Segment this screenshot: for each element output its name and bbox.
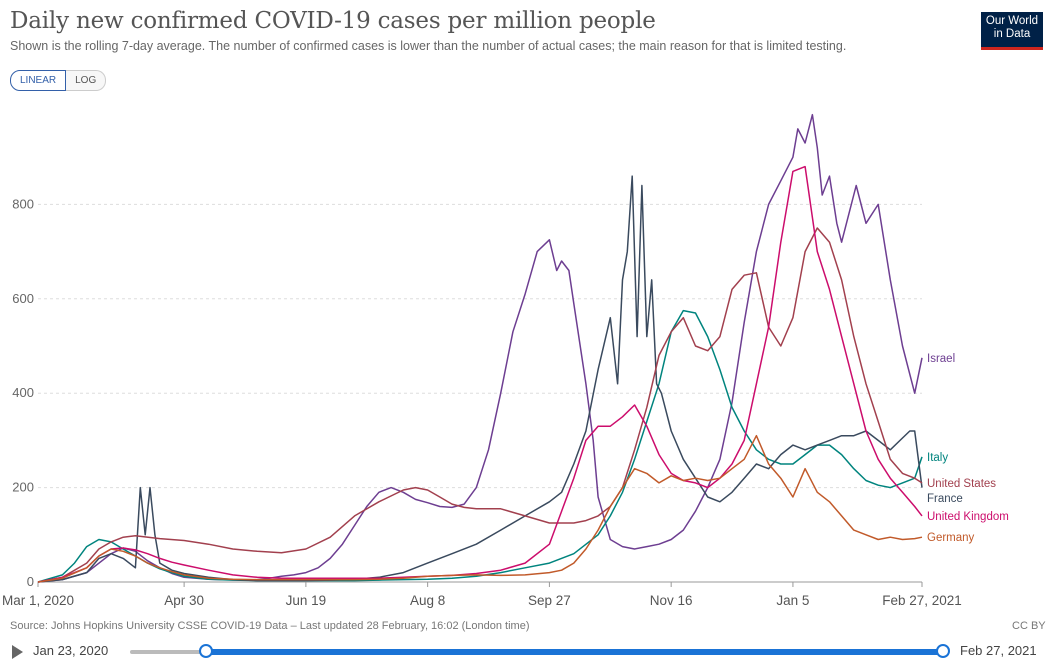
y-tick-label: 0 (27, 574, 34, 589)
series-label-france[interactable]: France (927, 493, 963, 505)
chart-subtitle: Shown is the rolling 7-day average. The … (10, 39, 847, 53)
series-label-united-states[interactable]: United States (927, 478, 996, 490)
timeline-start-handle[interactable] (199, 644, 213, 658)
y-tick-label: 400 (12, 385, 34, 400)
x-tick-label: Feb 27, 2021 (882, 593, 962, 608)
series-line-france[interactable] (37, 175, 923, 583)
timeline-selected-range[interactable] (206, 649, 944, 655)
line-chart: 0 200 400 600 800 Mar 1, 2020 Apr 30 Jun 19 Aug… (2, 113, 1009, 608)
source-note: Source: Johns Hopkins University CSSE CO… (10, 620, 530, 632)
series-label-italy[interactable]: Italy (927, 452, 948, 464)
series-lines (37, 113, 923, 583)
scale-toggle: LINEAR LOG (10, 70, 107, 91)
timeline-end-label: Feb 27, 2021 (960, 643, 1037, 658)
logo-accent-bar (981, 47, 1043, 50)
x-tick-label: Aug 8 (410, 593, 445, 608)
linear-scale-button[interactable]: LINEAR (10, 70, 67, 91)
series-label-israel[interactable]: Israel (927, 353, 955, 365)
timeline-end-handle[interactable] (936, 644, 950, 658)
play-icon[interactable] (12, 645, 23, 659)
logo-line-2: in Data (993, 28, 1031, 40)
license-link[interactable]: CC BY (1012, 620, 1046, 632)
y-tick-label: 800 (12, 196, 34, 211)
timeline-start-label: Jan 23, 2020 (33, 643, 109, 658)
log-scale-button[interactable]: LOG (66, 70, 107, 91)
x-tick-label: Jun 19 (286, 593, 327, 608)
x-axis: Mar 1, 2020 Apr 30 Jun 19 Aug 8 Sep 27 Nov 16… (2, 581, 962, 608)
grid-lines (38, 203, 922, 489)
series-line-united-kingdom[interactable] (37, 165, 923, 583)
x-tick-label: Mar 1, 2020 (2, 593, 74, 608)
series-line-germany[interactable] (37, 434, 923, 583)
chart-title: Daily new confirmed COVID-19 cases per m… (10, 8, 656, 34)
x-tick-label: Jan 5 (776, 593, 809, 608)
series-line-israel[interactable] (37, 113, 923, 583)
y-tick-label: 600 (12, 291, 34, 306)
series-line-united-states[interactable] (37, 227, 923, 583)
series-label-germany[interactable]: Germany (927, 532, 975, 544)
x-tick-label: Apr 30 (164, 593, 204, 608)
series-labels: Israel Italy United States France United Kin… (927, 353, 1009, 544)
y-axis-ticks: 0 200 400 600 800 (12, 196, 34, 589)
y-tick-label: 200 (12, 480, 34, 495)
owid-logo[interactable]: Our World in Data (981, 12, 1043, 50)
series-label-united-kingdom[interactable]: United Kingdom (927, 511, 1009, 523)
timeline: Jan 23, 2020 Feb 27, 2021 (0, 640, 1052, 665)
logo-line-1: Our World (985, 15, 1039, 27)
x-tick-label: Sep 27 (528, 593, 571, 608)
x-tick-label: Nov 16 (650, 593, 693, 608)
